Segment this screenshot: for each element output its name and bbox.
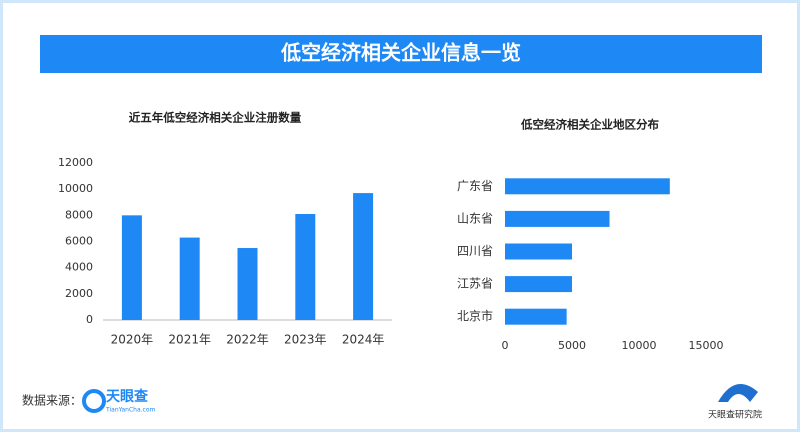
y-tick-label: 4000 [65, 261, 93, 274]
y-tick-label: 6000 [65, 235, 93, 248]
x-tick-label: 5000 [558, 339, 586, 352]
x-tick-label: 10000 [622, 339, 657, 352]
y-tick-label: 江苏省 [457, 277, 493, 291]
x-tick-label: 15000 [689, 339, 724, 352]
y-tick-label: 8000 [65, 208, 93, 221]
bar [179, 237, 200, 320]
bar [505, 210, 610, 227]
header-bar [40, 35, 762, 73]
y-tick-label: 10000 [58, 182, 93, 195]
chart-title: 近五年低空经济相关企业注册数量 [129, 111, 302, 125]
x-tick-label: 2023年 [284, 333, 327, 347]
brand-url: TianYanCha.com [105, 407, 155, 414]
x-tick-label: 2020年 [111, 333, 154, 347]
bar [295, 214, 316, 320]
y-tick-label: 山东省 [457, 211, 493, 225]
bar [237, 248, 258, 320]
y-tick-label: 2000 [65, 287, 93, 300]
x-tick-label: 2021年 [168, 333, 211, 347]
bar [353, 193, 374, 320]
x-tick-label: 2022年 [226, 333, 269, 347]
source-label: 数据来源： [22, 393, 82, 408]
y-tick-label: 北京市 [457, 308, 493, 323]
brand-icon [82, 389, 106, 413]
y-tick-label: 四川省 [457, 244, 493, 258]
institute-icon [718, 384, 758, 402]
brand: 天眼查 [106, 388, 149, 405]
y-tick-label: 0 [86, 313, 93, 326]
y-tick-label: 广东省 [457, 179, 493, 193]
header-title: 低空经济相关企业信息一览 [280, 41, 521, 65]
x-tick-label: 2024年 [342, 333, 385, 347]
bar [505, 178, 670, 195]
chart-title: 低空经济相关企业地区分布 [520, 118, 659, 132]
bar [505, 308, 567, 325]
bar [505, 243, 572, 260]
x-tick-label: 0 [502, 339, 509, 352]
institute: 天眼查研究院 [708, 409, 762, 421]
bar [505, 276, 572, 293]
bar [121, 215, 142, 320]
y-tick-label: 12000 [58, 156, 93, 169]
